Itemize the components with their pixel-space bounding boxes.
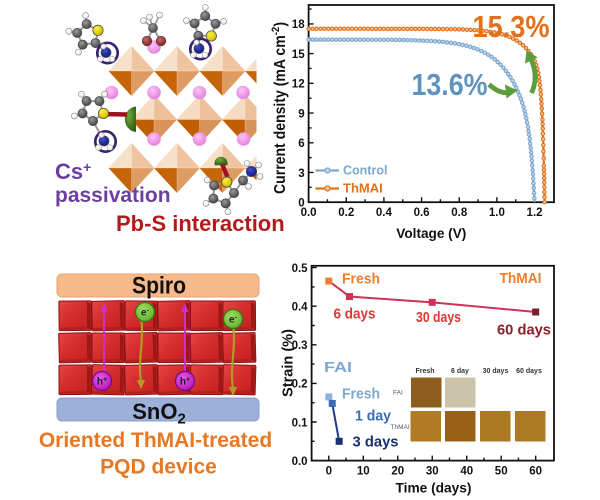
svg-text:1 day: 1 day (355, 408, 392, 425)
svg-text:ThMAI: ThMAI (391, 424, 410, 431)
svg-text:30 days: 30 days (416, 309, 461, 326)
svg-text:6 day: 6 day (451, 368, 469, 375)
svg-text:12: 12 (292, 79, 305, 91)
svg-text:ThMAI: ThMAI (343, 181, 383, 196)
svg-text:h+: h+ (180, 377, 190, 388)
svg-text:Fresh: Fresh (342, 386, 380, 403)
svg-text:0: 0 (326, 466, 332, 478)
svg-text:Current density (mA cm-2): Current density (mA cm-2) (270, 22, 289, 194)
svg-text:Spiro: Spiro (132, 273, 186, 300)
svg-text:Strain (%): Strain (%) (280, 329, 297, 397)
svg-text:0.6: 0.6 (414, 207, 430, 219)
svg-text:SnO2: SnO2 (132, 399, 186, 428)
svg-text:h+: h+ (97, 377, 107, 388)
svg-text:20: 20 (391, 466, 404, 478)
svg-text:6 days: 6 days (334, 306, 376, 323)
svg-text:1.0: 1.0 (489, 207, 505, 219)
svg-text:0.2: 0.2 (292, 379, 308, 391)
svg-text:0.0: 0.0 (292, 456, 308, 468)
svg-text:60 days: 60 days (516, 368, 542, 375)
svg-text:passivation: passivation (55, 184, 171, 207)
svg-text:0.0: 0.0 (301, 207, 317, 219)
svg-text:Pb-S interaction: Pb-S interaction (116, 211, 285, 236)
svg-text:15: 15 (292, 49, 305, 61)
svg-text:Oriented ThMAI-treated: Oriented ThMAI-treated (39, 429, 272, 452)
svg-text:3 days: 3 days (353, 434, 399, 451)
svg-text:3: 3 (298, 168, 304, 180)
svg-text:15.3%: 15.3% (473, 9, 550, 44)
svg-text:13.6%: 13.6% (412, 67, 488, 102)
svg-text:Voltage (V): Voltage (V) (396, 225, 466, 241)
svg-text:Cs+: Cs+ (55, 159, 91, 184)
svg-text:Fresh: Fresh (415, 368, 434, 375)
svg-text:10: 10 (357, 466, 370, 478)
svg-text:0.4: 0.4 (376, 207, 393, 219)
svg-text:50: 50 (495, 466, 508, 478)
svg-text:Fresh: Fresh (342, 271, 380, 288)
svg-text:e-: e- (229, 315, 238, 326)
svg-text:6: 6 (298, 138, 304, 150)
svg-text:0: 0 (298, 198, 304, 210)
svg-text:18: 18 (292, 19, 305, 31)
svg-text:0.5: 0.5 (292, 263, 309, 275)
svg-text:Time (days): Time (days) (396, 480, 472, 496)
svg-text:30: 30 (426, 466, 439, 478)
svg-text:FAI: FAI (393, 390, 403, 397)
svg-text:PQD device: PQD device (100, 456, 217, 479)
svg-text:60: 60 (529, 466, 542, 478)
svg-text:1.2: 1.2 (527, 207, 543, 219)
svg-text:0.8: 0.8 (451, 207, 468, 219)
svg-text:FAI: FAI (324, 359, 352, 376)
svg-text:60 days: 60 days (497, 322, 551, 339)
svg-text:0.1: 0.1 (292, 417, 309, 429)
svg-text:9: 9 (298, 108, 304, 120)
svg-text:0.2: 0.2 (338, 207, 354, 219)
svg-text:30 days: 30 days (483, 368, 509, 375)
svg-text:0.4: 0.4 (292, 302, 309, 314)
svg-text:0.3: 0.3 (292, 340, 308, 352)
svg-text:e-: e- (141, 308, 150, 319)
svg-text:ThMAI: ThMAI (500, 270, 542, 287)
svg-text:Control: Control (343, 164, 387, 178)
svg-text:40: 40 (460, 466, 473, 478)
